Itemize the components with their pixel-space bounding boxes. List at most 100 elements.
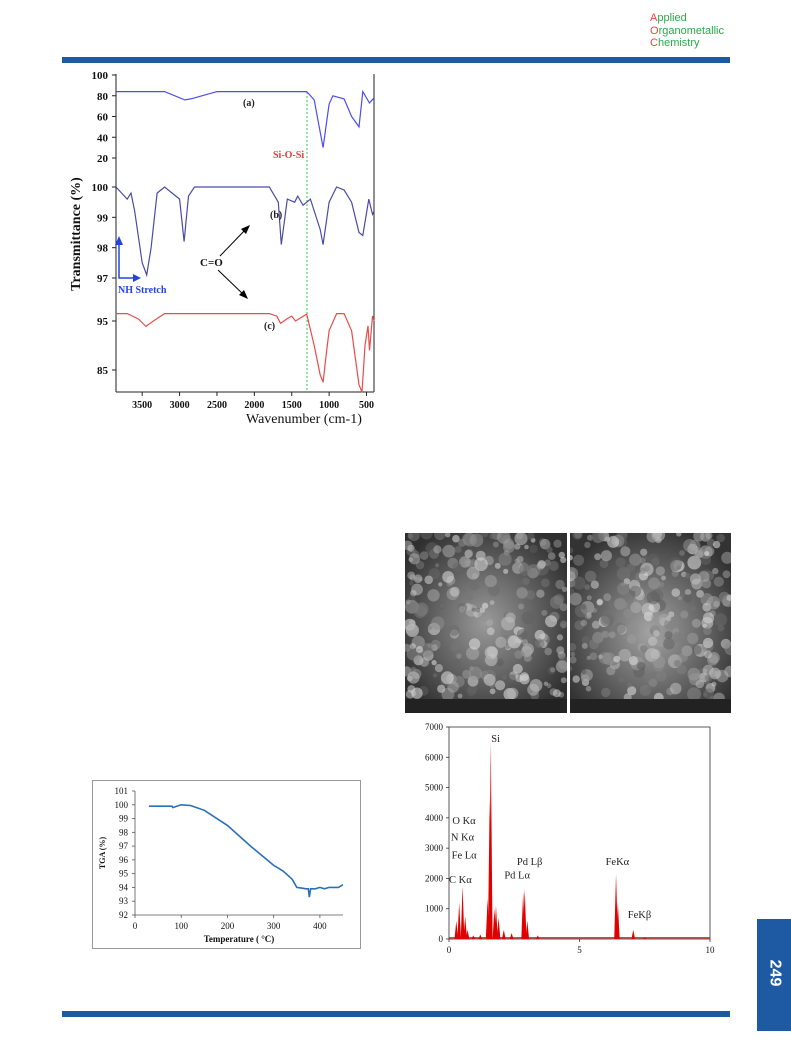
- sem-particle: [470, 581, 480, 591]
- sem-particle: [471, 607, 476, 612]
- sem-particle: [594, 553, 602, 561]
- sem-particle: [570, 547, 574, 554]
- tga-y-tick-label: 101: [115, 786, 129, 796]
- journal-logo-word: rganometallic: [658, 24, 724, 37]
- tga-y-tick-label: 99: [119, 814, 129, 824]
- page-number-text: 249: [765, 959, 783, 987]
- sem-particle: [618, 648, 632, 662]
- sem-particle: [615, 557, 626, 568]
- sem-particle: [614, 622, 626, 634]
- sem-particle: [590, 580, 599, 589]
- sem-info-bar-right: [570, 699, 731, 713]
- sem-particle: [495, 636, 507, 648]
- sem-particle: [468, 666, 483, 680]
- sem-particle: [505, 612, 516, 623]
- sem-particle: [607, 600, 616, 609]
- sem-particle: [584, 584, 590, 590]
- sem-particle: [726, 594, 731, 601]
- sem-particle: [570, 656, 577, 664]
- sem-image-right: [570, 533, 731, 713]
- sem-particle: [672, 631, 684, 643]
- sem-texture-left: [405, 533, 567, 713]
- sem-particle: [433, 545, 442, 554]
- sem-particle: [589, 652, 598, 661]
- c-o-label: C=O: [200, 257, 223, 269]
- sem-particle: [673, 659, 681, 667]
- tga-y-tick-label: 97: [119, 841, 129, 851]
- sem-particle: [555, 660, 567, 673]
- ftir-x-tick-label: 2500: [207, 400, 227, 411]
- tga-y-tick-label: 92: [119, 910, 128, 920]
- tga-y-tick-label: 94: [119, 882, 129, 892]
- edx-y-tick-label: 0: [439, 934, 444, 944]
- sem-particle: [561, 623, 566, 629]
- sem-particle: [437, 684, 446, 693]
- sem-particle: [687, 555, 702, 570]
- sem-particle: [521, 611, 535, 625]
- sem-particle: [586, 595, 592, 601]
- sem-particle: [623, 608, 633, 619]
- sem-particle: [448, 624, 460, 636]
- journal-logo-line: Chemistry: [650, 37, 724, 50]
- ftir-chart: 3500 3000 2500 2000 1500 1000 500 100 80 60 40 20 10…: [69, 70, 375, 427]
- tga-y-tick-label: 93: [119, 896, 129, 906]
- sem-particle: [541, 609, 548, 616]
- si-o-si-label: Si-O-Si: [273, 150, 304, 161]
- edx-peak-label: Si: [491, 734, 500, 745]
- sem-particle: [442, 571, 454, 583]
- sem-particle: [503, 568, 509, 574]
- sem-particle: [600, 550, 612, 562]
- edx-peak: [488, 740, 493, 939]
- sem-particle: [489, 533, 496, 540]
- sem-particle: [709, 667, 721, 680]
- sem-particle: [572, 675, 580, 683]
- sem-particle: [596, 599, 603, 606]
- sem-particle: [648, 577, 660, 590]
- sem-texture-right: [570, 533, 731, 713]
- edx-peak-label: FeKα: [606, 857, 630, 868]
- sem-particle: [457, 603, 468, 613]
- sem-particle: [647, 686, 653, 692]
- sem-particle: [441, 548, 447, 554]
- tga-y-tick-label: 96: [119, 855, 129, 865]
- sem-particle: [599, 559, 609, 568]
- sem-particle: [676, 664, 687, 675]
- sem-particle: [440, 671, 454, 685]
- tga-x-label: Temperature ( °C): [204, 934, 275, 944]
- edx-peak: [463, 916, 467, 939]
- sem-particle: [616, 582, 630, 595]
- sem-particle: [572, 576, 586, 590]
- sem-particle: [643, 565, 650, 572]
- sem-particle: [683, 539, 697, 553]
- sem-particle: [489, 688, 496, 695]
- sem-particle: [656, 670, 667, 682]
- nh-marker-arrow-up: [115, 236, 123, 245]
- sem-particle: [558, 551, 565, 559]
- sem-particle: [676, 533, 682, 537]
- sem-particle: [629, 585, 641, 597]
- sem-particle: [587, 534, 593, 541]
- sem-particle: [671, 569, 679, 577]
- label-b: (b): [270, 210, 282, 221]
- ftir-x-tick-label: 3500: [132, 400, 152, 411]
- sem-particle: [419, 551, 429, 560]
- sem-particle: [718, 591, 730, 603]
- sem-particle: [581, 636, 590, 645]
- sem-particle: [650, 649, 661, 660]
- sem-particle: [591, 533, 605, 544]
- edx-y-tick-label: 4000: [425, 813, 444, 823]
- sem-particle: [488, 584, 500, 597]
- journal-logo-line: Organometallic: [650, 25, 724, 38]
- sem-particle: [570, 554, 573, 561]
- sem-particle: [445, 533, 451, 538]
- edx-y-tick-label: 1000: [425, 904, 444, 914]
- sem-particle: [494, 562, 501, 569]
- sem-particle: [573, 554, 585, 566]
- edx-chart: 0 1000 2000 3000 4000 5000 6000 7000 0 5 10 Si O Kα…: [425, 722, 715, 955]
- sem-particle: [536, 561, 545, 570]
- ftir-y-tick-label: 99: [97, 212, 109, 224]
- sem-particle: [507, 674, 517, 683]
- edx-peak-label: O Kα: [452, 816, 476, 827]
- sem-particle: [475, 607, 481, 613]
- edx-peak-label: Pd Lα: [504, 870, 530, 881]
